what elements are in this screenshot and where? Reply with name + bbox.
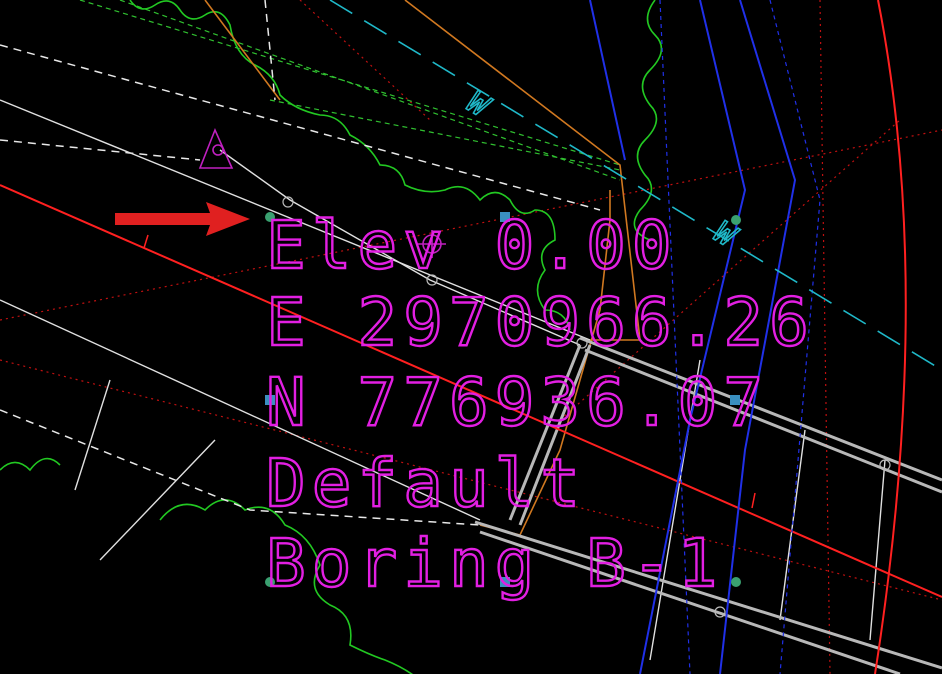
page: {"annotation": {"lines": ["Elev 0.00", "… <box>0 0 942 674</box>
annotation-line: E 2970966.26 <box>266 284 815 361</box>
annotation-line: N 776936.07 <box>266 364 769 441</box>
cad-viewport: W W Elev 0.00 E 2970966.26 N 776936.07 D… <box>0 0 942 674</box>
annotation-line: Elev 0.00 <box>266 207 678 284</box>
annotation-line: Boring B-1 <box>266 525 723 602</box>
annotation-line: Default <box>266 445 586 522</box>
